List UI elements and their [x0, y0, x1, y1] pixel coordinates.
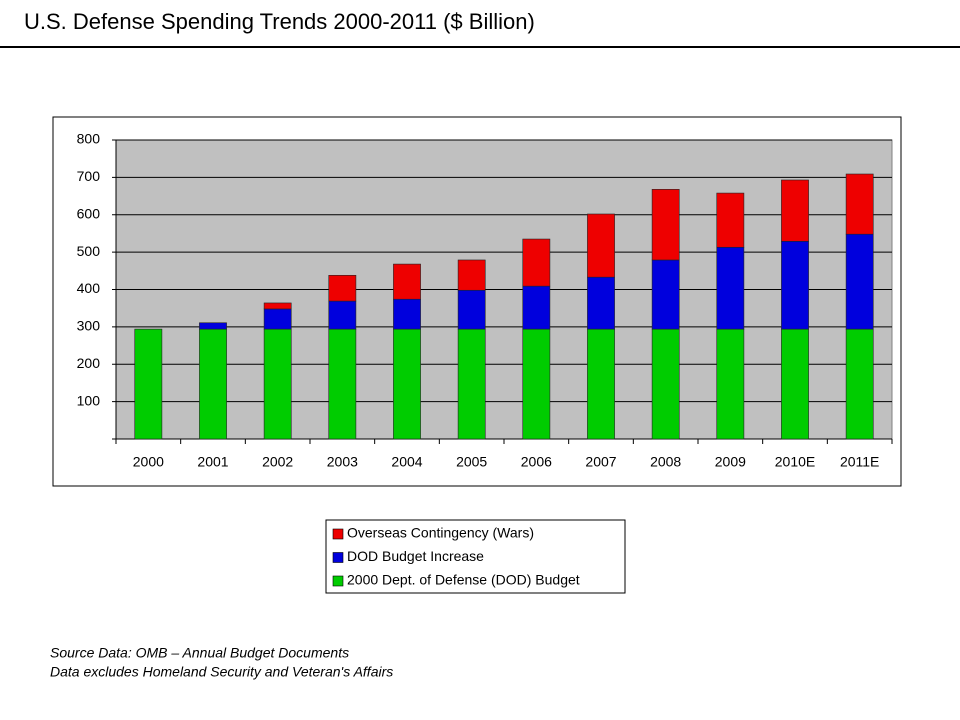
- bar-segment: [716, 246, 745, 330]
- legend-label: 2000 Dept. of Defense (DOD) Budget: [347, 572, 580, 588]
- bar-segment: [134, 328, 163, 440]
- bar-segment: [587, 276, 615, 330]
- bar-segment: [328, 274, 357, 302]
- x-tick-label: 2008: [650, 454, 681, 470]
- bar-segment: [457, 259, 486, 291]
- y-tick-label: 100: [77, 392, 101, 408]
- y-tick-label: 600: [77, 205, 101, 221]
- bar-segment: [781, 179, 809, 242]
- legend-label: Overseas Contingency (Wars): [347, 525, 534, 541]
- x-tick-label: 2009: [715, 454, 746, 470]
- x-tick-label: 2006: [521, 454, 552, 470]
- bar-segment: [587, 328, 615, 440]
- y-tick-label: 400: [77, 280, 101, 296]
- bar-segment: [522, 238, 551, 287]
- legend-swatch: [332, 528, 344, 540]
- bar-segment: [393, 263, 421, 300]
- bar-segment: [522, 285, 551, 330]
- bar-segment: [263, 302, 292, 310]
- legend: [325, 519, 626, 594]
- bar-segment: [199, 328, 227, 440]
- x-tick-label: 2001: [197, 454, 228, 470]
- bar-segment: [328, 300, 357, 330]
- bar-segment: [393, 328, 421, 440]
- legend-swatch: [332, 552, 344, 563]
- bar-segment: [522, 328, 551, 440]
- bar-segment: [651, 189, 680, 261]
- bar-segment: [457, 289, 486, 330]
- x-tick-label: 2011E: [840, 454, 879, 470]
- bar-segment: [781, 328, 809, 440]
- x-tick-label: 2000: [133, 454, 164, 470]
- x-tick-label: 2004: [391, 454, 422, 470]
- bar-segment: [651, 259, 680, 330]
- bar-segment: [263, 308, 292, 330]
- x-tick-label: 2003: [327, 454, 358, 470]
- x-tick-label: 2010E: [775, 454, 815, 470]
- bar-segment: [587, 213, 615, 278]
- legend-swatch: [332, 575, 344, 587]
- legend-label: DOD Budget Increase: [347, 548, 484, 564]
- bar-segment: [845, 328, 874, 440]
- bar-segment: [845, 233, 874, 330]
- bar-segment: [716, 192, 745, 248]
- source-note: Data excludes Homeland Security and Vete…: [50, 664, 393, 680]
- x-tick-label: 2002: [262, 454, 293, 470]
- bar-segment: [457, 328, 486, 440]
- source-note: Source Data: OMB – Annual Budget Documen…: [50, 645, 349, 661]
- bar-segment: [393, 298, 421, 330]
- y-tick-label: 200: [77, 355, 101, 371]
- x-tick-label: 2007: [585, 454, 616, 470]
- bar-segment: [328, 328, 357, 440]
- x-tick-label: 2005: [456, 454, 487, 470]
- bar-segment: [781, 240, 809, 330]
- bar-segment: [199, 322, 227, 330]
- y-tick-label: 700: [77, 168, 101, 184]
- bar-segment: [263, 328, 292, 440]
- bar-segment: [651, 328, 680, 440]
- bar-segment: [716, 328, 745, 440]
- y-tick-label: 300: [77, 318, 101, 334]
- y-tick-label: 500: [77, 243, 101, 259]
- slide-title: U.S. Defense Spending Trends 2000-2011 (…: [24, 9, 535, 34]
- y-tick-label: 800: [77, 131, 101, 147]
- bar-segment: [845, 173, 874, 235]
